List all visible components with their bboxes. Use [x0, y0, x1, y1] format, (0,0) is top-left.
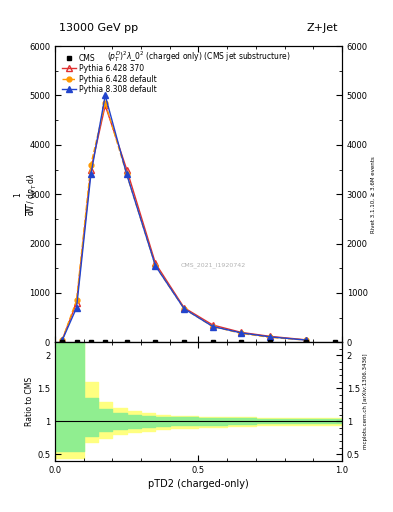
Pythia 6.428 370 [125, 166, 129, 173]
CMS [332, 339, 337, 346]
CMS [304, 339, 309, 346]
Pythia 8.308 default [211, 324, 215, 330]
CMS [153, 339, 158, 346]
Pythia 8.308 default [153, 263, 158, 269]
Pythia 6.428 370 [182, 305, 187, 311]
CMS [239, 339, 244, 346]
CMS [182, 339, 187, 346]
Y-axis label: Ratio to CMS: Ratio to CMS [25, 377, 34, 426]
Line: Pythia 6.428 370: Pythia 6.428 370 [59, 102, 309, 343]
Text: 13000 GeV pp: 13000 GeV pp [59, 23, 138, 33]
Line: CMS: CMS [60, 340, 337, 345]
Pythia 8.308 default [239, 330, 244, 336]
Y-axis label: 1
$\overline{\mathrm{d}N}$ / $\mathrm{d}p_T\,\mathrm{d}\lambda$: 1 $\overline{\mathrm{d}N}$ / $\mathrm{d}… [13, 173, 39, 216]
Pythia 6.428 default [211, 324, 215, 330]
Pythia 6.428 default [125, 172, 129, 178]
Text: CMS_2021_I1920742: CMS_2021_I1920742 [180, 263, 246, 268]
Pythia 6.428 370 [103, 102, 108, 109]
CMS [103, 339, 108, 346]
CMS [88, 339, 93, 346]
Line: Pythia 6.428 default: Pythia 6.428 default [60, 100, 309, 343]
Pythia 6.428 default [182, 306, 187, 312]
CMS [211, 339, 215, 346]
Pythia 8.308 default [103, 92, 108, 98]
Pythia 6.428 default [88, 161, 93, 167]
Pythia 6.428 default [268, 334, 273, 340]
Pythia 6.428 default [304, 337, 309, 343]
Text: Z+Jet: Z+Jet [307, 23, 338, 33]
Pythia 6.428 370 [153, 260, 158, 266]
Pythia 8.308 default [182, 306, 187, 312]
Pythia 6.428 370 [239, 329, 244, 335]
Pythia 8.308 default [125, 172, 129, 178]
Legend: CMS, Pythia 6.428 370, Pythia 6.428 default, Pythia 8.308 default: CMS, Pythia 6.428 370, Pythia 6.428 defa… [61, 52, 158, 96]
Pythia 6.428 370 [304, 337, 309, 343]
Pythia 6.428 370 [211, 322, 215, 328]
Y-axis label: Rivet 3.1.10, ≥ 3.6M events: Rivet 3.1.10, ≥ 3.6M events [371, 156, 376, 232]
CMS [125, 339, 129, 346]
Pythia 6.428 default [74, 297, 79, 304]
Pythia 8.308 default [88, 172, 93, 178]
Pythia 8.308 default [60, 337, 64, 344]
Pythia 6.428 default [60, 337, 64, 343]
Pythia 6.428 370 [60, 337, 64, 343]
Pythia 6.428 default [103, 100, 108, 106]
CMS [74, 339, 79, 346]
Pythia 6.428 default [239, 330, 244, 336]
CMS [268, 339, 273, 346]
Text: $(p_T^D)^2\lambda\_0^2$ (charged only) (CMS jet substructure): $(p_T^D)^2\lambda\_0^2$ (charged only) (… [107, 49, 290, 64]
Pythia 6.428 370 [74, 300, 79, 306]
Y-axis label: mcplots.cern.ch [arXiv:1306.3436]: mcplots.cern.ch [arXiv:1306.3436] [363, 354, 368, 450]
Pythia 8.308 default [304, 337, 309, 343]
Pythia 6.428 370 [268, 333, 273, 339]
Pythia 8.308 default [268, 334, 273, 340]
Pythia 6.428 370 [88, 166, 93, 173]
X-axis label: pTD2 (charged-only): pTD2 (charged-only) [148, 479, 249, 489]
Line: Pythia 8.308 default: Pythia 8.308 default [59, 93, 309, 343]
Pythia 6.428 default [153, 263, 158, 269]
Pythia 8.308 default [74, 305, 79, 311]
CMS [60, 339, 64, 346]
